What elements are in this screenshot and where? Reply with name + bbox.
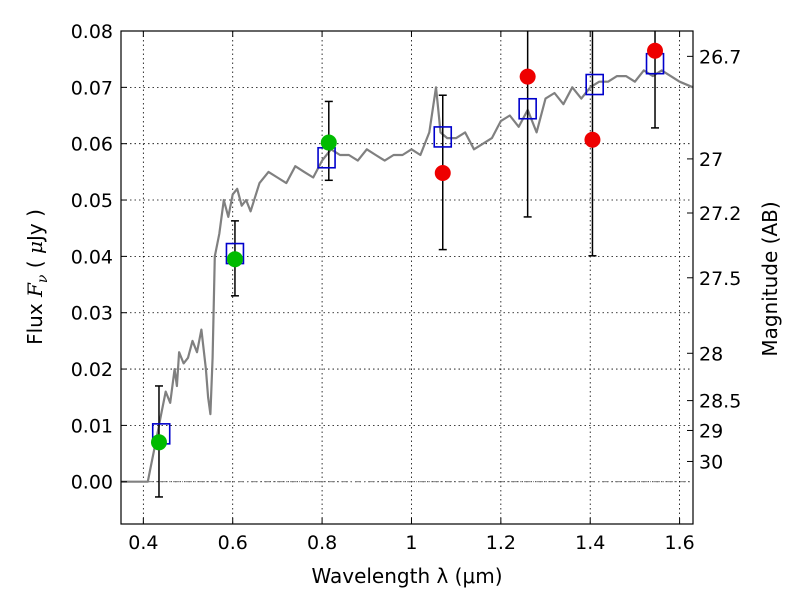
model-photometry-square xyxy=(585,73,604,96)
x-tick-label: 0.4 xyxy=(128,532,158,554)
ticks-layer xyxy=(121,30,693,524)
detection-point xyxy=(150,434,167,451)
x-tick-label: 1.2 xyxy=(486,532,516,554)
nondetection-point xyxy=(519,68,536,85)
y-tick-label: 0.02 xyxy=(71,359,113,381)
mag-tick-label: 30 xyxy=(699,451,723,473)
x-tick-label: 0.6 xyxy=(218,532,248,554)
y-tick-label: 0.08 xyxy=(71,21,113,43)
grid xyxy=(121,30,693,524)
y-tick-label: 0.07 xyxy=(71,77,113,99)
model-photometry-square xyxy=(518,97,537,120)
y-tick-label: 0.06 xyxy=(71,134,113,156)
nondetection-point xyxy=(647,42,664,59)
plot-frame xyxy=(120,30,694,525)
detection-point xyxy=(320,134,337,151)
y-tick-label: 0.01 xyxy=(71,415,113,437)
x-tick-label: 1.6 xyxy=(664,532,694,554)
y2-axis-label: Magnitude (AB) xyxy=(758,201,782,356)
mag-tick-label: 27.2 xyxy=(699,203,741,225)
y-axis-label: Flux Fν ( μJy ) xyxy=(23,209,51,345)
y-tick-label: 0.05 xyxy=(71,190,113,212)
mag-tick-label: 28.5 xyxy=(699,391,741,413)
nondetection-point xyxy=(584,131,601,148)
mag-tick-label: 29 xyxy=(699,420,723,442)
y-tick-label: 0.04 xyxy=(71,246,113,268)
model-sed-line xyxy=(121,69,694,483)
mag-tick-label: 27 xyxy=(699,149,723,171)
mag-tick-label: 26.7 xyxy=(699,46,741,68)
markers-layer xyxy=(150,42,665,451)
x-tick-label: 0.8 xyxy=(307,532,337,554)
x-tick-label: 1.4 xyxy=(575,532,605,554)
mag-tick-label: 28 xyxy=(699,343,723,365)
y-tick-label: 0.03 xyxy=(71,303,113,325)
model-sed-layer xyxy=(121,69,694,483)
detection-point xyxy=(226,251,243,268)
x-axis-label: Wavelength λ (μm) xyxy=(311,564,502,588)
x-tick-label: 1 xyxy=(405,532,417,554)
y-tick-label: 0.00 xyxy=(71,472,113,494)
labels-layer: 0.4 0.6 0.8 1 1.2 1.4 1.6 0.00 0.01 0.02 0.03 0.04 0… xyxy=(71,21,742,554)
nondetection-point xyxy=(434,164,451,181)
mag-tick-label: 27.5 xyxy=(699,268,741,290)
model-photometry-square xyxy=(433,126,453,148)
